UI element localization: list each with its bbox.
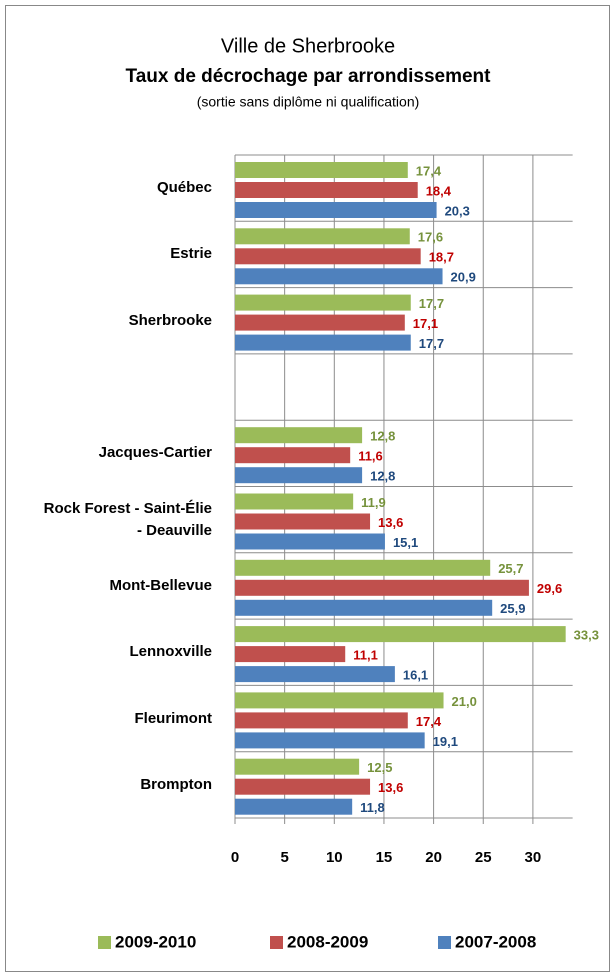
- x-tick-label: 0: [231, 849, 239, 866]
- bar: [235, 182, 418, 198]
- bar: [235, 228, 410, 245]
- value-label: 20,3: [445, 203, 470, 218]
- category-label: Québec: [156, 179, 212, 197]
- bar: [235, 692, 444, 709]
- legend-label: 2009-2010: [115, 932, 196, 951]
- category-label: Mont-Bellevue: [109, 576, 212, 594]
- x-tick-label: 15: [376, 849, 393, 866]
- value-label: 11,8: [360, 800, 385, 815]
- legend-swatch: [270, 936, 283, 949]
- bar: [235, 248, 421, 265]
- category-label: Rock Forest - Saint-Élie - Deauville: [43, 499, 212, 539]
- bar: [235, 268, 443, 285]
- value-label: 29,6: [537, 581, 562, 596]
- value-label: 18,4: [426, 183, 452, 198]
- bar: [235, 758, 360, 775]
- bar: [235, 202, 437, 218]
- legend-swatch: [98, 936, 111, 949]
- value-label: 19,1: [433, 734, 458, 749]
- value-label: 25,7: [498, 561, 523, 576]
- bar: [235, 294, 411, 311]
- bar: [235, 732, 425, 749]
- bar: [235, 493, 354, 510]
- x-tick-label: 30: [525, 849, 542, 866]
- bar: [235, 427, 363, 444]
- x-tick-label: 10: [326, 849, 343, 866]
- value-label: 17,1: [413, 316, 438, 331]
- value-label: 33,3: [574, 628, 599, 643]
- bar: [235, 646, 346, 663]
- chart-note: (sortie sans diplôme ni qualification): [197, 94, 420, 110]
- chart-subtitle: Taux de décrochage par arrondissement: [126, 66, 492, 87]
- value-label: 13,6: [378, 515, 403, 530]
- value-label: 11,6: [358, 449, 383, 464]
- bar: [235, 579, 529, 596]
- value-label: 11,1: [353, 648, 378, 663]
- value-label: 25,9: [500, 601, 525, 616]
- bar: [235, 778, 371, 795]
- bar: [235, 513, 371, 530]
- legend-label: 2007-2008: [455, 932, 536, 951]
- legend-swatch: [438, 936, 451, 949]
- bar: [235, 798, 353, 815]
- bar: [235, 599, 493, 616]
- value-label: 15,1: [393, 535, 418, 550]
- x-tick-label: 5: [280, 849, 288, 866]
- value-label: 17,7: [419, 336, 444, 351]
- value-label: 17,4: [416, 163, 442, 178]
- category-label: Estrie: [170, 245, 212, 263]
- category-label: Jacques-Cartier: [98, 444, 212, 462]
- bar: [235, 162, 408, 178]
- value-label: 20,9: [451, 270, 476, 285]
- bar: [235, 467, 363, 484]
- bar: [235, 314, 405, 331]
- value-label: 17,4: [416, 714, 442, 729]
- bar: [235, 666, 395, 683]
- value-label: 13,6: [378, 780, 403, 795]
- category-label: Sherbrooke: [128, 311, 212, 329]
- bar: [235, 712, 408, 729]
- value-label: 12,5: [367, 760, 392, 775]
- x-tick-label: 25: [475, 849, 492, 866]
- chart-title: Ville de Sherbrooke: [221, 35, 395, 57]
- value-label: 11,9: [361, 495, 386, 510]
- value-label: 17,7: [419, 296, 444, 311]
- legend-label: 2008-2009: [287, 932, 368, 951]
- bar: [235, 447, 351, 464]
- value-label: 18,7: [429, 250, 454, 265]
- bar: [235, 334, 411, 351]
- value-label: 12,8: [370, 469, 395, 484]
- value-label: 17,6: [418, 230, 443, 245]
- value-label: 12,8: [370, 429, 395, 444]
- category-label: Fleurimont: [134, 709, 213, 727]
- bar: [235, 559, 491, 576]
- x-tick-label: 20: [425, 849, 442, 866]
- bar: [235, 533, 385, 550]
- value-label: 16,1: [403, 668, 428, 683]
- bar: [235, 626, 566, 643]
- value-label: 21,0: [452, 694, 477, 709]
- category-label: Lennoxville: [129, 643, 212, 661]
- category-label: Brompton: [140, 775, 212, 793]
